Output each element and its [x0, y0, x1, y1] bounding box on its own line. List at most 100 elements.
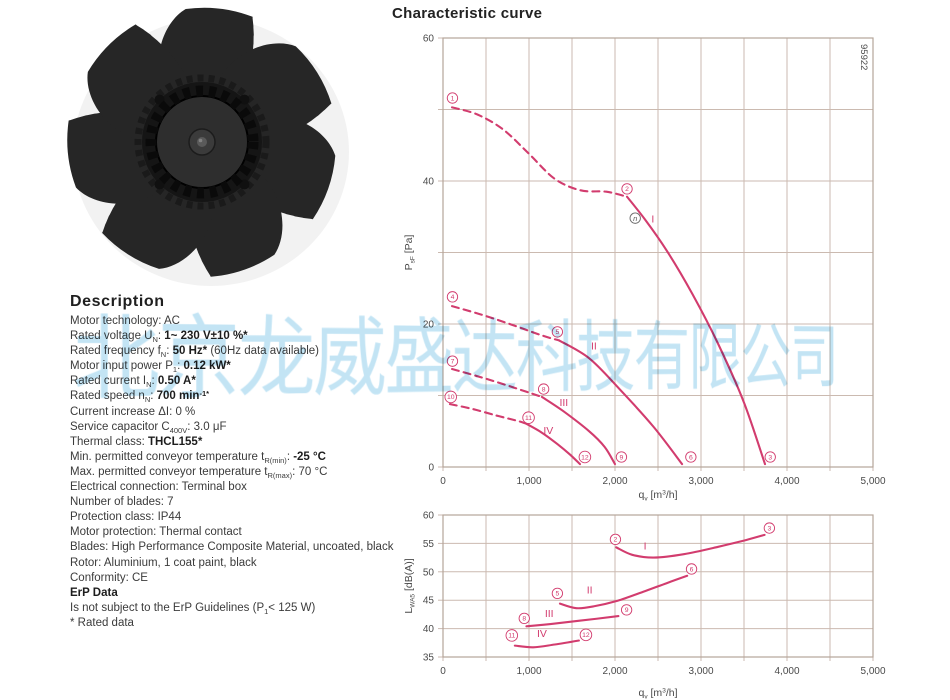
svg-text:12: 12 [581, 454, 589, 461]
pressure-y-axis-title: PsF [Pa] [403, 235, 417, 271]
pressure-marker-2: 2 [621, 183, 633, 195]
svg-text:60: 60 [423, 511, 435, 522]
pressure-marker-9: 9 [615, 451, 628, 463]
pressure-marker-10: 10 [444, 390, 457, 404]
svg-text:8: 8 [522, 616, 526, 623]
description-line-20: * Rated data [70, 616, 134, 629]
svg-text:2: 2 [625, 186, 629, 193]
noise-x-axis-title: qv [m3/h] [639, 687, 678, 700]
chart-code-number: 95922 [858, 44, 869, 70]
pressure-marker-8: 8 [537, 383, 550, 395]
noise-curve-III: III 8 9 [518, 604, 633, 628]
description-line-12: Number of blades: 7 [70, 496, 174, 509]
noise-marker-11: 11 [505, 629, 519, 642]
curve-label-III: III [545, 608, 554, 620]
svg-text:35: 35 [423, 653, 435, 664]
description-line-1: Rated voltage UN: 1~ 230 V±10 %* [70, 330, 248, 345]
pressure-marker-5: 5 [551, 326, 564, 338]
pressure-marker-6: 6 [685, 451, 697, 463]
pressure-marker-7: 7 [446, 355, 459, 367]
svg-text:8: 8 [542, 386, 546, 393]
description-heading: Description [70, 293, 165, 310]
pressure-plot-border [442, 37, 874, 468]
svg-text:7: 7 [451, 358, 455, 365]
description-line-2: Rated frequency fN: 50 Hz* (60Hz data av… [70, 345, 319, 360]
pressure-curve-IV: IV 10 11 12 [444, 390, 592, 466]
svg-text:6: 6 [690, 566, 694, 573]
svg-text:0: 0 [440, 476, 446, 487]
svg-text:0: 0 [440, 666, 446, 677]
noise-plot-border [442, 514, 874, 658]
svg-text:5,000: 5,000 [860, 666, 885, 677]
curve-label-I: I [644, 541, 647, 553]
svg-text:11: 11 [508, 633, 515, 640]
pressure-marker-1: 1 [446, 92, 459, 104]
description-line-18: ErP Data [70, 586, 118, 599]
description-line-9: Min. permitted conveyor temperature tR(m… [70, 450, 326, 465]
description-line-15: Blades: High Performance Composite Mater… [70, 541, 394, 554]
curve-label-IV: IV [543, 425, 553, 437]
svg-text:n: n [633, 214, 637, 223]
description-line-4: Rated current IN: 0.50 A* [70, 375, 196, 390]
svg-text:3: 3 [768, 454, 772, 461]
description-line-6: Current increase ΔI: 0 % [70, 405, 196, 418]
svg-text:5: 5 [555, 329, 559, 336]
svg-text:3,000: 3,000 [688, 476, 713, 487]
noise-curve-I: I 2 3 [609, 522, 776, 559]
svg-text:1,000: 1,000 [516, 476, 541, 487]
description-line-0: Motor technology: AC [70, 315, 180, 327]
noise-marker-2: 2 [609, 533, 622, 546]
characteristic-curve-title: Characteristic curve [392, 5, 543, 22]
description-line-7: Service capacitor C400V: 3.0 μF [70, 420, 227, 435]
curve-label-II: II [587, 584, 593, 596]
description-line-10: Max. permitted conveyor temperature tR(m… [70, 465, 328, 480]
svg-text:4,000: 4,000 [774, 476, 799, 487]
svg-text:5,000: 5,000 [860, 476, 885, 487]
noise-curve-chart: 0 1,000 2,000 3,000 4,000 5,000354045505560qv… [403, 511, 886, 700]
svg-text:2,000: 2,000 [602, 666, 627, 677]
fan-impeller-image [67, 7, 349, 286]
svg-text:4: 4 [451, 294, 455, 301]
description-section: Description Motor technology: AC Rated vo… [70, 293, 418, 631]
curve-label-II: II [591, 341, 597, 353]
noise-marker-9: 9 [620, 604, 633, 616]
pressure-marker-3: 3 [764, 451, 776, 463]
svg-text:20: 20 [423, 320, 435, 331]
noise-marker-6: 6 [685, 563, 698, 575]
svg-text:60: 60 [423, 34, 435, 45]
pressure-marker-12: 12 [578, 450, 592, 464]
description-line-8: Thermal class: THCL155* [70, 435, 203, 448]
noise-y-axis-title: LWA5 [dB(A)] [403, 558, 417, 613]
nominal-point-marker: n [629, 212, 641, 224]
pressure-curve-III: III 7 8 9 [446, 355, 628, 466]
description-line-13: Protection class: IP44 [70, 511, 182, 524]
svg-text:10: 10 [447, 394, 455, 401]
description-line-19: Is not subject to the ErP Guidelines (P1… [70, 601, 316, 616]
svg-text:40: 40 [423, 177, 435, 188]
description-line-11: Electrical connection: Terminal box [70, 481, 247, 494]
pressure-x-axis-title: qv [m3/h] [639, 489, 678, 502]
svg-text:6: 6 [689, 454, 693, 461]
noise-marker-8: 8 [518, 612, 530, 625]
curve-label-I: I [651, 213, 654, 225]
svg-text:2: 2 [614, 537, 618, 544]
svg-text:1,000: 1,000 [516, 666, 541, 677]
svg-text:11: 11 [525, 415, 532, 422]
svg-text:1: 1 [451, 95, 455, 102]
svg-text:9: 9 [625, 607, 629, 614]
description-line-16: Rotor: Aluminium, 1 coat paint, black [70, 556, 257, 569]
svg-text:45: 45 [423, 596, 435, 607]
noise-curve-II: II 5 6 [551, 563, 698, 610]
svg-text:55: 55 [423, 539, 435, 550]
svg-text:50: 50 [423, 567, 435, 578]
pressure-marker-11: 11 [522, 411, 535, 424]
noise-marker-12: 12 [579, 628, 593, 642]
curve-label-IV: IV [537, 628, 547, 640]
noise-marker-3: 3 [763, 522, 776, 534]
fan-hub [134, 74, 270, 210]
svg-text:3,000: 3,000 [688, 666, 713, 677]
svg-text:9: 9 [620, 454, 624, 461]
